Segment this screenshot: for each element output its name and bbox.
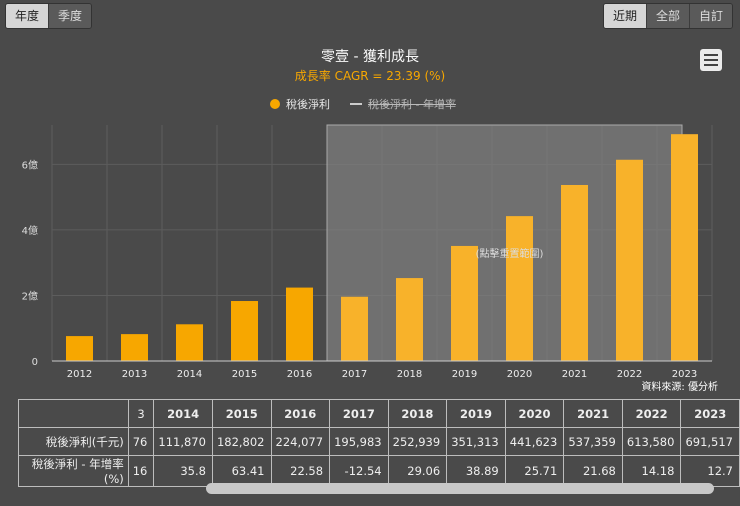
y-tick-label: 0 bbox=[32, 357, 38, 368]
bar bbox=[671, 134, 698, 361]
bar bbox=[66, 336, 93, 361]
bar bbox=[176, 324, 203, 361]
table-cell: 691,517 bbox=[680, 427, 740, 456]
table-cell: 22.58 bbox=[270, 455, 331, 487]
table-header-cell: 2016 bbox=[270, 399, 331, 428]
menu-icon[interactable] bbox=[700, 49, 722, 71]
table-cell: 195,983 bbox=[329, 427, 389, 456]
table-header-cell: 2020 bbox=[504, 399, 565, 428]
x-tick-label: 2023 bbox=[672, 369, 697, 380]
bar bbox=[286, 287, 313, 361]
table-header-row: 3 2014 2015 2016 2017 2018 2019 2020 2021 2022 202… bbox=[18, 399, 740, 428]
table-cell: 29.06 bbox=[387, 455, 448, 487]
table-row: 稅後淨利(千元) 76 111,870 182,802 224,077 195,983 25… bbox=[18, 427, 740, 456]
table-cell: 35.8 bbox=[153, 455, 213, 487]
table-cell: 351,313 bbox=[446, 427, 506, 456]
table-cell: 25.71 bbox=[504, 455, 565, 487]
table-header-cell: 2019 bbox=[446, 399, 506, 428]
table-header-cell: 2022 bbox=[621, 399, 682, 428]
legend-label: 稅後淨利 - 年增率 bbox=[368, 98, 456, 111]
table-cell: 182,802 bbox=[211, 427, 272, 456]
x-tick-label: 2017 bbox=[342, 369, 367, 380]
x-tick-label: 2014 bbox=[177, 369, 202, 380]
table-cell: 14.18 bbox=[621, 455, 682, 487]
table-corner bbox=[18, 399, 129, 428]
table-cell: -12.54 bbox=[329, 455, 389, 487]
table-cell: 12.7 bbox=[680, 455, 740, 487]
table-cell: 38.89 bbox=[446, 455, 506, 487]
legend-dot-icon bbox=[270, 99, 280, 109]
range-tab-1[interactable]: 全部 bbox=[646, 4, 690, 28]
legend-line-icon bbox=[350, 103, 362, 105]
table-cell: 76 bbox=[127, 427, 155, 456]
x-tick-label: 2018 bbox=[397, 369, 422, 380]
bar-chart: 0 2億 4億 6億 2012 2013 2014 2015 2016 2017 2018 2019 2… bbox=[22, 124, 718, 393]
bar bbox=[451, 245, 478, 361]
bar bbox=[121, 334, 148, 361]
x-tick-label: 2019 bbox=[452, 369, 477, 380]
range-toggle: 近期 全部 自訂 bbox=[602, 3, 733, 29]
table-cell: 252,939 bbox=[387, 427, 448, 456]
table-row: 稅後淨利 - 年增率(%) 16 35.8 63.41 22.58 -12.54 29.06… bbox=[18, 455, 740, 487]
y-tick-label: 4億 bbox=[22, 224, 38, 237]
period-tab-0[interactable]: 年度 bbox=[6, 4, 50, 28]
table-scrollbar[interactable] bbox=[206, 483, 714, 494]
data-table: 3 2014 2015 2016 2017 2018 2019 2020 2021 2022 202… bbox=[18, 399, 740, 487]
chart-subtitle: 成長率 CAGR = 23.39 (%) bbox=[294, 69, 446, 83]
bar bbox=[561, 184, 588, 361]
y-tick-label: 6億 bbox=[22, 158, 38, 171]
y-tick-label: 2億 bbox=[22, 289, 38, 302]
x-tick-label: 2022 bbox=[617, 369, 642, 380]
table-header-cell: 3 bbox=[127, 399, 155, 428]
bar bbox=[231, 301, 258, 361]
x-tick-label: 2013 bbox=[122, 369, 147, 380]
table-cell: 613,580 bbox=[621, 427, 682, 456]
x-tick-label: 2020 bbox=[507, 369, 532, 380]
legend-item-net-income[interactable]: 稅後淨利 bbox=[270, 96, 330, 112]
x-tick-label: 2021 bbox=[562, 369, 587, 380]
range-tab-2[interactable]: 自訂 bbox=[689, 4, 732, 28]
table-header-cell: 2017 bbox=[329, 399, 389, 428]
period-toggle: 年度 季度 bbox=[5, 3, 93, 29]
chart-title: 零壹 - 獲利成長 bbox=[321, 49, 419, 65]
x-tick-label: 2015 bbox=[232, 369, 257, 380]
table-cell: 21.68 bbox=[563, 455, 623, 487]
x-tick-label: 2016 bbox=[287, 369, 312, 380]
bar bbox=[341, 296, 368, 361]
table-row-label: 稅後淨利 - 年增率(%) bbox=[18, 455, 129, 487]
table-cell: 537,359 bbox=[563, 427, 623, 456]
table-header-cell: 2021 bbox=[563, 399, 623, 428]
chart-legend: 稅後淨利 稅後淨利 - 年增率 bbox=[270, 96, 456, 112]
table-header-cell: 2014 bbox=[153, 399, 213, 428]
table-cell: 16 bbox=[127, 455, 155, 487]
bar bbox=[506, 216, 533, 361]
bar bbox=[396, 278, 423, 361]
period-tab-1[interactable]: 季度 bbox=[49, 4, 92, 28]
legend-item-growth-rate[interactable]: 稅後淨利 - 年增率 bbox=[350, 96, 456, 112]
table-header-cell: 2015 bbox=[211, 399, 272, 428]
table-row-label: 稅後淨利(千元) bbox=[18, 427, 129, 456]
table-cell: 224,077 bbox=[270, 427, 331, 456]
table-cell: 63.41 bbox=[211, 455, 272, 487]
legend-label: 稅後淨利 bbox=[286, 98, 330, 111]
table-header-cell: 2018 bbox=[387, 399, 448, 428]
reset-zoom-label: (點擊重置範圍) bbox=[476, 247, 544, 260]
table-cell: 441,623 bbox=[504, 427, 565, 456]
table-header-cell: 2023 bbox=[680, 399, 740, 428]
table-cell: 111,870 bbox=[153, 427, 213, 456]
range-tab-0[interactable]: 近期 bbox=[603, 4, 647, 28]
source-label: 資料來源: 優分析 bbox=[641, 380, 718, 393]
x-tick-label: 2012 bbox=[67, 369, 92, 380]
bar bbox=[616, 159, 643, 361]
